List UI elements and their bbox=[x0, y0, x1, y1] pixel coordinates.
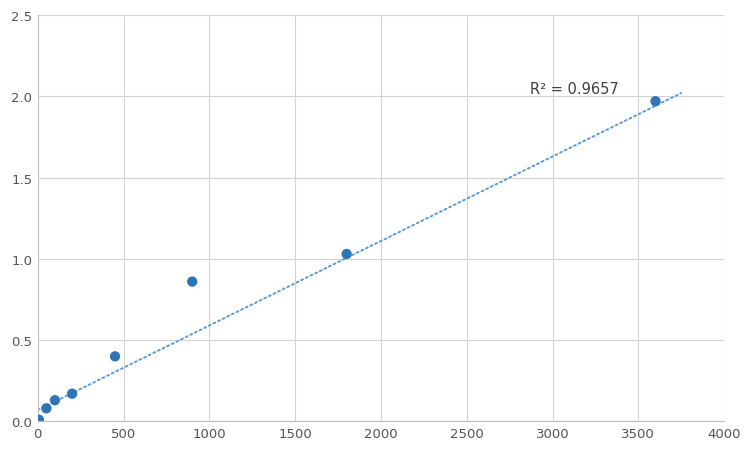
Point bbox=[186, 278, 199, 285]
Point bbox=[66, 390, 78, 397]
Point bbox=[41, 405, 53, 412]
Text: R² = 0.9657: R² = 0.9657 bbox=[530, 82, 619, 97]
Point bbox=[33, 416, 45, 423]
Point bbox=[650, 98, 662, 106]
Point bbox=[109, 353, 121, 360]
Point bbox=[49, 397, 61, 404]
Point bbox=[341, 251, 353, 258]
